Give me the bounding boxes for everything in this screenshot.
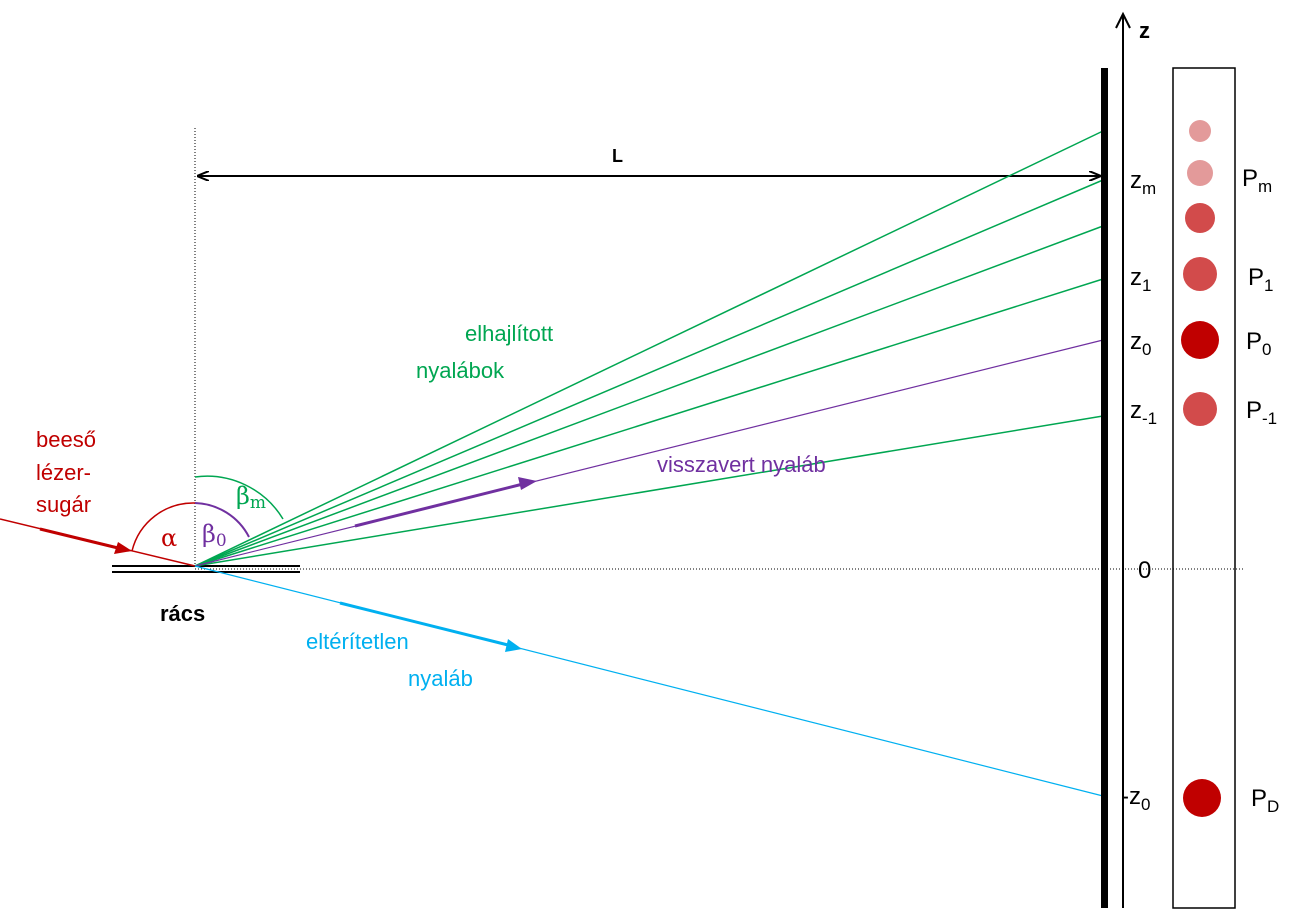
diffracted-label-line2: nyalábok — [416, 358, 505, 383]
undeviated-beam-arrowhead — [505, 639, 522, 652]
distance-l-label: L — [612, 146, 623, 166]
z-axis-arrowhead — [1115, 11, 1131, 29]
incident-beam-arrow-shaft — [39, 527, 119, 550]
alpha-angle-arc — [131, 502, 196, 552]
beta-zero-label: β0 — [202, 520, 227, 551]
screen — [1101, 68, 1108, 908]
beta-m-label: βm — [236, 482, 266, 513]
z-tick-0: z0 — [1130, 328, 1151, 359]
undeviated-label-line2: nyaláb — [408, 666, 473, 691]
spot-minus-1 — [1183, 392, 1217, 426]
z-tick-labels: zm z1 z0 z-1 0 -z0 — [1121, 167, 1157, 814]
incident-label-line2: lézer- — [36, 460, 91, 485]
incident-beam-arrowhead — [114, 542, 132, 554]
spot-labels: Pm P1 P0 P-1 PD — [1242, 165, 1279, 816]
spot-label-d: PD — [1251, 785, 1279, 816]
spot-0 — [1181, 321, 1219, 359]
spot-label-minus-1: P-1 — [1246, 397, 1277, 428]
beta-m-angle-arc — [194, 475, 284, 520]
alpha-label: α — [161, 524, 177, 552]
undeviated-beam — [194, 565, 1104, 797]
undeviated-beam-arrow-shaft — [339, 601, 509, 647]
z-tick-1: z1 — [1130, 264, 1151, 295]
spot-m — [1187, 160, 1213, 186]
undeviated-label-line1: eltérítetlen — [306, 629, 409, 654]
reflected-beam-arrowhead — [518, 477, 537, 490]
z-tick-m: zm — [1130, 167, 1156, 198]
z-tick-zero: 0 — [1138, 557, 1151, 584]
diffracted-beam-minus-1 — [194, 415, 1104, 567]
spot-faint-top — [1189, 120, 1211, 142]
incident-label-line3: sugár — [36, 492, 91, 517]
reflected-beam — [194, 339, 1104, 567]
spot-2 — [1185, 203, 1215, 233]
reflected-beam-arrow-shaft — [354, 482, 524, 528]
spot-1 — [1183, 257, 1217, 291]
reflected-label: visszavert nyaláb — [657, 452, 826, 477]
beta-zero-angle-arc — [194, 502, 250, 538]
incident-label-line1: beeső — [36, 427, 96, 452]
diffracted-beams — [194, 130, 1104, 567]
spot-label-0: P0 — [1246, 328, 1271, 359]
diffracted-beam-m — [194, 179, 1104, 567]
spot-d — [1183, 779, 1221, 817]
grating-label: rács — [160, 601, 205, 626]
spot-label-m: Pm — [1242, 165, 1272, 196]
z-tick-minus-z0: -z0 — [1121, 783, 1150, 814]
diffracted-beam-2 — [194, 225, 1104, 567]
diffracted-beam-top — [194, 130, 1104, 567]
diffracted-beam-1 — [194, 278, 1104, 567]
diffracted-label-line1: elhajlított — [465, 321, 553, 346]
z-axis-label: z — [1139, 18, 1150, 43]
spot-label-1: P1 — [1248, 264, 1273, 295]
z-tick-minus-1: z-1 — [1130, 397, 1157, 428]
spot-panel — [1172, 67, 1236, 909]
